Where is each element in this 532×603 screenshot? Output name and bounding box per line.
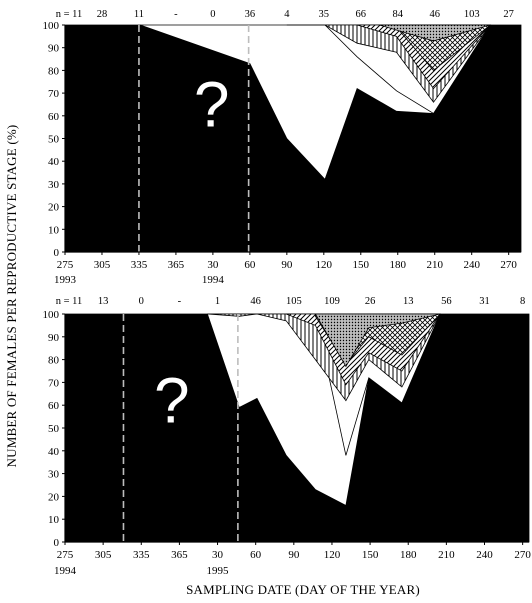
- unknown-period-marker: ?: [154, 365, 190, 437]
- x-tick-label: 120: [316, 259, 333, 271]
- year-label: 1993: [54, 274, 77, 286]
- sample-size-label: 0: [139, 296, 144, 307]
- stage-area-dots: [379, 24, 491, 42]
- x-tick-label: 335: [131, 259, 148, 271]
- x-tick-label: 270: [514, 549, 531, 561]
- y-tick-label: 10: [48, 514, 60, 526]
- sample-size-label: 26: [365, 296, 376, 307]
- x-tick-label: 275: [57, 259, 74, 271]
- y-tick-label: 0: [54, 537, 60, 549]
- x-tick-label: 30: [207, 259, 219, 271]
- sample-size-label: 46: [250, 296, 261, 307]
- sample-size-label: 56: [441, 296, 452, 307]
- x-tick-label: 365: [168, 259, 185, 271]
- sample-size-label: 31: [479, 296, 490, 307]
- sample-size-label: 109: [324, 296, 340, 307]
- sample-size-label: 66: [356, 9, 367, 20]
- y-tick-label: 80: [48, 65, 60, 77]
- y-tick-label: 20: [48, 202, 60, 214]
- x-tick-label: 210: [438, 549, 455, 561]
- year-label: 1994: [54, 565, 77, 577]
- sample-size-label: 36: [245, 9, 256, 20]
- sample-size-label: 11: [134, 9, 144, 20]
- sample-size-label: 46: [429, 9, 440, 20]
- x-tick-label: 30: [212, 549, 224, 561]
- x-tick-label: 335: [133, 549, 150, 561]
- y-tick-label: 100: [43, 20, 60, 32]
- x-tick-label: 275: [57, 549, 74, 561]
- year-label: 1995: [207, 565, 230, 577]
- y-tick-label: 10: [48, 224, 60, 236]
- sample-size-label: n = 11: [56, 9, 83, 20]
- y-tick-label: 90: [48, 43, 60, 55]
- stage-area-black: [64, 313, 530, 543]
- sample-size-label: 4: [284, 9, 290, 20]
- sample-size-label: 27: [503, 9, 514, 20]
- y-tick-label: 50: [48, 423, 60, 435]
- x-tick-label: 90: [281, 259, 293, 271]
- x-tick-label: 120: [324, 549, 341, 561]
- x-tick-label: 180: [390, 259, 407, 271]
- y-tick-label: 60: [48, 111, 60, 123]
- x-tick-label: 270: [500, 259, 517, 271]
- y-tick-label: 20: [48, 491, 60, 503]
- y-tick-label: 40: [48, 156, 60, 168]
- sample-size-label: n = 11: [56, 296, 83, 307]
- y-tick-label: 80: [48, 355, 60, 367]
- sample-size-label: 13: [403, 296, 414, 307]
- x-tick-label: 150: [353, 259, 370, 271]
- sample-size-label: 35: [319, 9, 330, 20]
- sample-size-label: -: [178, 296, 182, 307]
- x-tick-label: 305: [95, 549, 112, 561]
- x-tick-label: 240: [463, 259, 480, 271]
- y-tick-label: 30: [48, 179, 60, 191]
- y-tick-label: 50: [48, 134, 60, 146]
- stage-area-dots: [314, 313, 441, 368]
- y-tick-label: 70: [48, 377, 60, 389]
- x-axis-title: SAMPLING DATE (DAY OF THE YEAR): [186, 582, 420, 597]
- y-tick-label: 60: [48, 400, 60, 412]
- x-tick-label: 180: [400, 549, 417, 561]
- x-tick-label: 210: [426, 259, 443, 271]
- sample-size-label: 0: [210, 9, 215, 20]
- y-tick-label: 90: [48, 332, 60, 344]
- y-tick-label: 30: [48, 469, 60, 481]
- y-tick-label: 0: [54, 247, 60, 259]
- x-tick-label: 365: [171, 549, 188, 561]
- sample-size-label: 84: [393, 9, 404, 20]
- sample-size-label: 1: [215, 296, 220, 307]
- x-tick-label: 60: [250, 549, 262, 561]
- sample-size-label: 105: [286, 296, 302, 307]
- x-tick-label: 90: [288, 549, 300, 561]
- x-tick-label: 60: [244, 259, 256, 271]
- sample-size-label: 103: [464, 9, 480, 20]
- sample-size-label: -: [174, 9, 178, 20]
- x-tick-label: 240: [476, 549, 493, 561]
- y-axis-title: NUMBER OF FEMALES PER REPRODUCTIVE STAGE…: [4, 125, 19, 468]
- year-label: 1994: [202, 274, 225, 286]
- x-tick-label: 305: [94, 259, 111, 271]
- sample-size-label: 13: [98, 296, 109, 307]
- y-tick-label: 40: [48, 446, 60, 458]
- y-tick-label: 70: [48, 88, 60, 100]
- sample-size-label: 8: [520, 296, 525, 307]
- unknown-period-marker: ?: [194, 68, 230, 140]
- y-tick-label: 100: [43, 309, 60, 321]
- sample-size-label: 28: [97, 9, 108, 20]
- x-tick-label: 150: [362, 549, 379, 561]
